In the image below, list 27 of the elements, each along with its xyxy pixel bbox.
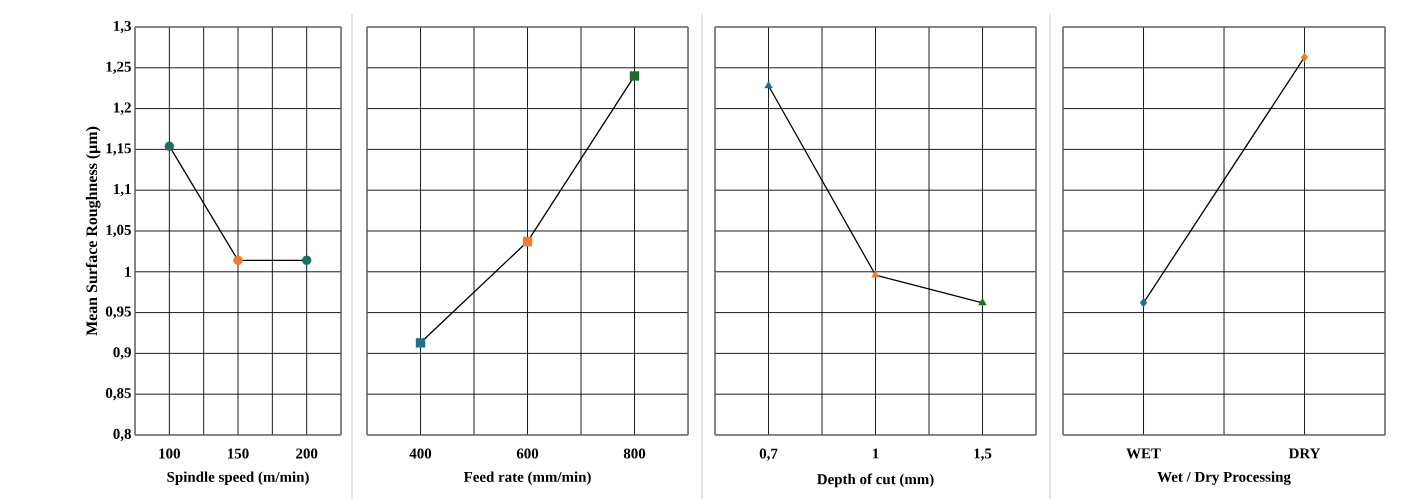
x-tick-label: WET bbox=[1126, 448, 1161, 459]
y-tick-label: 0,9 bbox=[113, 347, 131, 360]
y-tick-label: 1,2 bbox=[114, 102, 131, 115]
y-tick-label: 0,85 bbox=[105, 388, 131, 401]
x-tick-label: 400 bbox=[409, 448, 432, 459]
y-tick-label: 1 bbox=[125, 266, 131, 277]
y-tick-label: 1,25 bbox=[106, 61, 131, 74]
x-tick-label: 1,5 bbox=[974, 448, 992, 461]
y-tick-label: 1,15 bbox=[106, 143, 131, 156]
y-tick-label: 0,95 bbox=[105, 306, 131, 319]
x-axis-title: Depth of cut (mm) bbox=[817, 473, 934, 488]
x-tick-label: 200 bbox=[296, 448, 318, 459]
y-axis-title: Mean Surface Roughness (µm) bbox=[85, 126, 101, 336]
y-tick-label: 1,3 bbox=[114, 20, 131, 34]
x-tick-label: 1 bbox=[872, 448, 879, 459]
x-tick-label: 800 bbox=[623, 448, 646, 459]
x-tick-label: DRY bbox=[1288, 448, 1321, 459]
x-tick-label: 150 bbox=[228, 448, 249, 459]
y-tick-label: 0,8 bbox=[113, 428, 131, 442]
x-tick-label: 100 bbox=[159, 448, 180, 459]
y-tick-label: 1,05 bbox=[106, 224, 131, 238]
x-tick-label: 0,7 bbox=[759, 448, 778, 461]
x-tick-label: 600 bbox=[516, 448, 539, 459]
x-axis-title: Spindle speed (m/min) bbox=[167, 471, 309, 485]
x-axis-title: Wet / Dry Processing bbox=[1157, 471, 1291, 486]
x-axis-title: Feed rate (mm/min) bbox=[463, 471, 591, 485]
y-tick-label: 1,1 bbox=[114, 184, 131, 197]
